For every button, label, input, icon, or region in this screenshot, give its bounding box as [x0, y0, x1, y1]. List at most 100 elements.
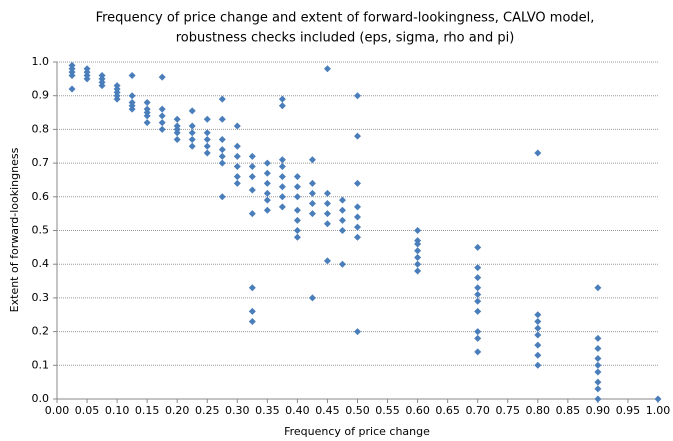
point: [534, 361, 542, 369]
x-tick-label: 0.70: [465, 404, 490, 417]
point: [233, 162, 241, 170]
point: [203, 136, 211, 144]
point: [414, 247, 422, 255]
point: [534, 331, 542, 339]
point: [323, 200, 331, 208]
point: [188, 136, 196, 144]
point: [188, 129, 196, 137]
point: [173, 125, 181, 133]
point: [534, 341, 542, 349]
point: [308, 179, 316, 187]
point: [248, 284, 256, 292]
x-tick-label: 0.00: [45, 404, 70, 417]
point: [218, 95, 226, 103]
y-tick-label: 0.1: [32, 358, 50, 371]
point: [278, 203, 286, 211]
point: [354, 92, 361, 100]
point: [218, 115, 226, 123]
point: [248, 307, 256, 315]
point: [248, 173, 256, 181]
point: [188, 142, 196, 150]
x-tick-label: 0.90: [586, 404, 611, 417]
point: [594, 395, 602, 403]
point: [278, 102, 286, 110]
x-tick-label: 0.15: [135, 404, 160, 417]
point: [594, 361, 602, 369]
point: [338, 260, 346, 268]
point: [474, 307, 482, 315]
x-tick-label: 0.05: [75, 404, 100, 417]
point: [414, 227, 422, 234]
x-tick-label: 0.25: [195, 404, 220, 417]
point: [594, 284, 602, 292]
point: [323, 220, 331, 228]
y-tick-label: 0.3: [32, 291, 50, 304]
point: [354, 233, 361, 241]
point: [188, 107, 196, 115]
x-tick-label: 0.65: [435, 404, 460, 417]
point: [323, 189, 331, 197]
y-tick-label: 1.0: [32, 55, 50, 68]
point: [158, 73, 166, 81]
point: [354, 213, 361, 221]
point: [354, 203, 361, 211]
y-tick-label: 0.4: [32, 257, 50, 270]
point: [354, 179, 361, 187]
point: [474, 297, 482, 305]
point: [263, 189, 271, 197]
point: [218, 146, 226, 154]
point: [338, 227, 346, 234]
point: [474, 328, 482, 336]
point: [414, 260, 422, 268]
point: [263, 196, 271, 204]
point: [534, 149, 542, 157]
point: [474, 284, 482, 292]
x-tick-label: 0.60: [405, 404, 430, 417]
point: [278, 95, 286, 103]
point: [278, 173, 286, 181]
point: [68, 85, 76, 93]
point: [308, 294, 316, 302]
point: [263, 206, 271, 214]
point: [594, 385, 602, 393]
x-tick-label: 0.55: [375, 404, 400, 417]
x-tick-label: 0.95: [616, 404, 641, 417]
point: [173, 136, 181, 144]
point: [248, 162, 256, 170]
point: [594, 378, 602, 386]
point: [158, 119, 166, 127]
point: [248, 152, 256, 160]
point: [414, 267, 422, 275]
point: [98, 82, 106, 90]
point: [143, 119, 151, 127]
point: [474, 243, 482, 251]
point: [534, 351, 542, 359]
point: [143, 98, 151, 106]
point: [263, 169, 271, 177]
point: [68, 71, 76, 79]
x-tick-label: 0.30: [225, 404, 250, 417]
point: [128, 92, 136, 100]
point: [233, 142, 241, 150]
point: [248, 317, 256, 325]
point: [414, 240, 422, 248]
point: [534, 317, 542, 325]
point: [308, 210, 316, 218]
point: [158, 112, 166, 120]
x-tick-label: 0.80: [526, 404, 551, 417]
point: [338, 206, 346, 214]
point: [474, 264, 482, 272]
point: [474, 334, 482, 342]
point: [594, 334, 602, 342]
point: [474, 291, 482, 299]
x-tick-label: 0.20: [165, 404, 190, 417]
y-tick-label: 0.9: [32, 89, 50, 102]
point: [98, 75, 106, 83]
point: [354, 223, 361, 231]
chart-title: robustness checks included (eps, sigma, …: [176, 31, 515, 46]
point: [293, 216, 301, 224]
point: [263, 159, 271, 167]
point: [248, 186, 256, 194]
